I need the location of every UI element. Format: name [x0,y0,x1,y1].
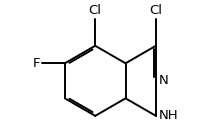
Text: F: F [33,57,40,70]
Text: NH: NH [159,109,178,122]
Text: Cl: Cl [89,4,102,17]
Text: N: N [159,74,168,87]
Text: Cl: Cl [149,4,162,17]
